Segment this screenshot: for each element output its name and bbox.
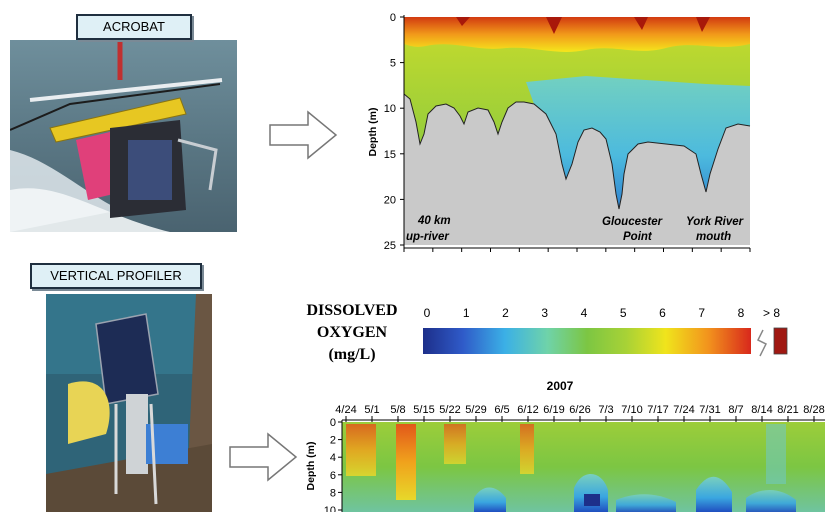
time-series-date-label: 7/17 — [647, 404, 668, 416]
transect-y-tick-label: 5 — [390, 58, 396, 70]
colorbar-tick-label: 5 — [620, 306, 627, 320]
time-series-date-label: 8/14 — [751, 404, 772, 416]
label-gloucester-line2: Point — [623, 231, 653, 243]
arrow-right-icon — [229, 432, 298, 482]
time-series-y-axis-label: Depth (m) — [305, 442, 317, 491]
acrobat-photo — [10, 40, 237, 232]
dissolved-oxygen-colorbar: 0 1 2 3 4 5 6 7 8 > 8 — [423, 306, 788, 357]
colorbar-tick-label: 0 — [424, 306, 431, 320]
transect-y-tick-label: 0 — [390, 12, 396, 24]
label-york-line2: mouth — [696, 231, 731, 243]
time-series-y-tick-label: 2 — [330, 435, 336, 447]
time-series-date-label: 8/21 — [777, 404, 798, 416]
time-series-date-label: 4/24 — [335, 404, 356, 416]
colorbar-tick-label: 1 — [463, 306, 470, 320]
label-upriver-line2: up-river — [406, 231, 449, 243]
acrobat-label: ACROBAT — [76, 14, 192, 40]
time-series-date-label: 6/26 — [569, 404, 590, 416]
transect-y-axis-label: Depth (m) — [367, 108, 379, 157]
time-series-date-label: 7/24 — [673, 404, 694, 416]
colorbar-tick-label: 7 — [698, 306, 705, 320]
time-series-date-label: 5/22 — [439, 404, 460, 416]
time-series-date-label: 8/28 — [803, 404, 824, 416]
time-series-date-label: 6/5 — [494, 404, 509, 416]
transect-surface-band — [404, 17, 750, 52]
river-transect-plot: 0 5 10 15 20 25 Depth (m) 40 km up-river Glou… — [367, 12, 751, 252]
colorbar-title: DISSOLVED OXYGEN (mg/L) — [290, 300, 414, 366]
label-upriver-line1: 40 km — [417, 215, 451, 227]
transect-low-oxygen-zone — [526, 76, 750, 209]
colorbar-tick-label: 3 — [541, 306, 548, 320]
time-series-plot: 2007 0 2 4 6 8 10 4/24 5/1 5/8 5/15 5/22 5/29 6/5 6/… — [305, 380, 825, 512]
time-series-y-tick-label: 8 — [330, 487, 336, 499]
time-series-date-label: 7/3 — [598, 404, 613, 416]
time-series-y-tick-label: 10 — [324, 505, 336, 512]
time-series-y-tick-label: 4 — [330, 452, 336, 464]
time-series-date-label: 6/12 — [517, 404, 538, 416]
colorbar-tick-label: 8 — [738, 306, 745, 320]
time-series-y-tick-label: 6 — [330, 470, 336, 482]
time-series-date-label: 6/19 — [543, 404, 564, 416]
vertical-profiler-label: VERTICAL PROFILER — [30, 263, 202, 289]
label-gloucester-line1: Gloucester — [602, 216, 663, 228]
label-york-line1: York River — [686, 216, 744, 228]
colorbar-tick-label: 2 — [502, 306, 509, 320]
time-series-date-label: 7/10 — [621, 404, 642, 416]
transect-y-tick-label: 20 — [384, 194, 396, 206]
time-series-date-label: 7/31 — [699, 404, 720, 416]
colorbar-title-line1: DISSOLVED — [306, 302, 398, 319]
time-series-date-label: 5/1 — [364, 404, 379, 416]
time-series-date-label: 5/29 — [465, 404, 486, 416]
transect-y-tick-label: 25 — [384, 240, 396, 252]
colorbar-title-line2: OXYGEN — [316, 324, 388, 341]
time-series-date-label: 8/7 — [728, 404, 743, 416]
time-series-y-tick-label: 0 — [330, 417, 336, 429]
vertical-profiler-photo — [46, 294, 212, 512]
time-series-year: 2007 — [547, 380, 574, 393]
colorbar-tick-label: 6 — [659, 306, 666, 320]
time-series-date-label: 5/15 — [413, 404, 434, 416]
arrow-right-icon — [269, 110, 338, 160]
time-series-date-label: 5/8 — [390, 404, 405, 416]
transect-y-tick-label: 15 — [384, 149, 396, 161]
transect-y-tick-label: 10 — [384, 103, 396, 115]
colorbar-title-line3: (mg/L) — [328, 346, 376, 363]
colorbar-over-label: > 8 — [763, 306, 780, 320]
colorbar-tick-label: 4 — [581, 306, 588, 320]
